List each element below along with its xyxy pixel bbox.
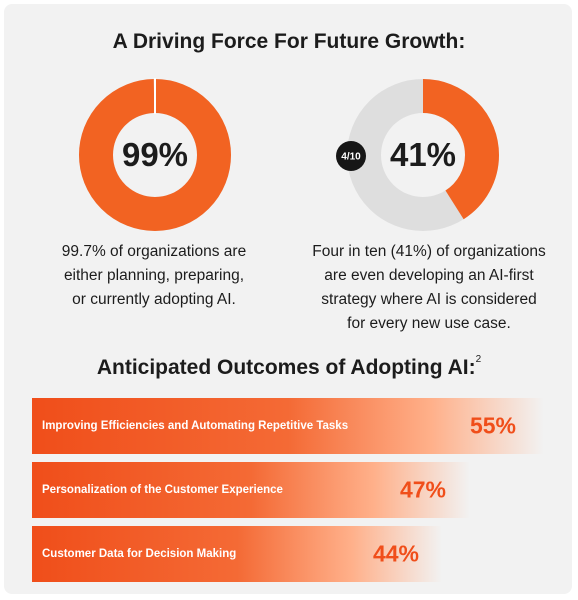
outcome-bar: Customer Data for Decision Making 44% — [32, 526, 442, 582]
badge-4-of-10: 4/10 — [336, 141, 366, 171]
outcome-bar: Personalization of the Customer Experien… — [32, 462, 470, 518]
donut-center-label-adoption: 99% — [122, 136, 188, 173]
donut-arc-ai-first — [347, 79, 499, 231]
donut-chart-ai-first: 41% — [347, 79, 499, 231]
outcome-bar-label: Personalization of the Customer Experien… — [42, 484, 283, 496]
outcome-bar-value: 47% — [399, 476, 446, 503]
outcome-bar-value: 44% — [372, 540, 419, 567]
footnote-marker: 2 — [475, 354, 482, 365]
outcome-bar-value: 55% — [469, 412, 516, 439]
outcome-bar: Improving Efficiencies and Automating Re… — [32, 398, 544, 454]
outcome-bar-label: Customer Data for Decision Making — [42, 548, 237, 560]
donut-chart-adoption: 99% — [79, 78, 231, 231]
outcome-bar-label: Improving Efficiencies and Automating Re… — [42, 420, 349, 432]
stat-description-ai-first: Four in ten (41%) of organizations are e… — [312, 243, 546, 332]
stat-description-adoption: 99.7% of organizations are either planni… — [61, 243, 247, 308]
badge-label: 4/10 — [341, 152, 361, 163]
section-title: Anticipated Outcomes of Adopting AI:2 — [96, 354, 482, 379]
main-title: A Driving Force For Future Growth: — [112, 30, 466, 53]
donut-center-label-ai-first: 41% — [390, 136, 456, 173]
